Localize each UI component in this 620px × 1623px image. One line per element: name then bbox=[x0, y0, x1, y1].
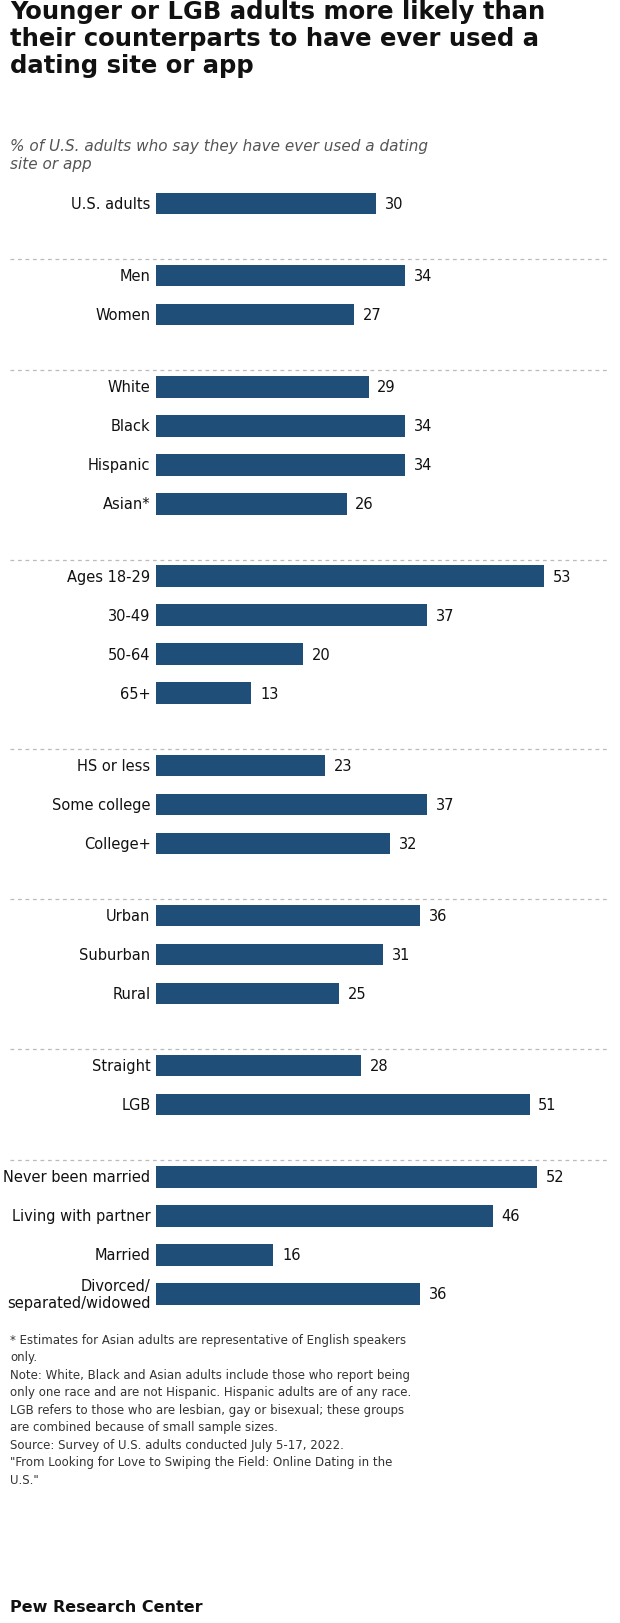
Text: Younger or LGB adults more likely than
their counterparts to have ever used a
da: Younger or LGB adults more likely than t… bbox=[10, 0, 545, 78]
Text: 37: 37 bbox=[436, 797, 454, 813]
Text: Women: Women bbox=[95, 308, 151, 323]
FancyBboxPatch shape bbox=[156, 683, 252, 704]
Text: 50-64: 50-64 bbox=[108, 648, 151, 662]
Text: Black: Black bbox=[111, 419, 151, 433]
FancyBboxPatch shape bbox=[156, 1094, 529, 1115]
Text: 28: 28 bbox=[370, 1058, 389, 1073]
Text: Pew Research Center: Pew Research Center bbox=[10, 1599, 203, 1615]
Text: Asian*: Asian* bbox=[103, 497, 151, 513]
FancyBboxPatch shape bbox=[156, 755, 325, 776]
Text: 36: 36 bbox=[428, 1287, 447, 1302]
FancyBboxPatch shape bbox=[156, 644, 303, 665]
FancyBboxPatch shape bbox=[156, 1245, 273, 1266]
FancyBboxPatch shape bbox=[156, 566, 544, 588]
Text: Divorced/
separated/widowed: Divorced/ separated/widowed bbox=[7, 1279, 151, 1310]
Text: 13: 13 bbox=[260, 687, 278, 701]
Text: Some college: Some college bbox=[52, 797, 151, 813]
Text: 52: 52 bbox=[546, 1170, 564, 1185]
Text: 37: 37 bbox=[436, 609, 454, 623]
Text: Straight: Straight bbox=[92, 1058, 151, 1073]
Text: Rural: Rural bbox=[112, 987, 151, 1001]
FancyBboxPatch shape bbox=[156, 906, 420, 927]
Text: U.S. adults: U.S. adults bbox=[71, 196, 151, 213]
Text: 27: 27 bbox=[363, 308, 381, 323]
Text: White: White bbox=[108, 380, 151, 394]
Text: 16: 16 bbox=[282, 1248, 301, 1263]
Text: Hispanic: Hispanic bbox=[88, 458, 151, 474]
Text: 31: 31 bbox=[392, 948, 410, 962]
Text: LGB: LGB bbox=[122, 1097, 151, 1113]
Text: 32: 32 bbox=[399, 836, 418, 852]
FancyBboxPatch shape bbox=[156, 415, 405, 437]
Text: College+: College+ bbox=[84, 836, 151, 852]
FancyBboxPatch shape bbox=[156, 454, 405, 476]
FancyBboxPatch shape bbox=[156, 1284, 420, 1305]
Text: 51: 51 bbox=[538, 1097, 557, 1113]
Text: 23: 23 bbox=[334, 758, 352, 773]
Text: 20: 20 bbox=[311, 648, 330, 662]
Text: 30-49: 30-49 bbox=[108, 609, 151, 623]
Text: 30: 30 bbox=[384, 196, 403, 213]
Text: * Estimates for Asian adults are representative of English speakers
only.
Note: : * Estimates for Asian adults are represe… bbox=[10, 1332, 411, 1487]
FancyBboxPatch shape bbox=[156, 833, 391, 855]
FancyBboxPatch shape bbox=[156, 984, 339, 1005]
Text: Living with partner: Living with partner bbox=[12, 1209, 151, 1224]
FancyBboxPatch shape bbox=[156, 193, 376, 216]
FancyBboxPatch shape bbox=[156, 605, 427, 626]
Text: 36: 36 bbox=[428, 909, 447, 923]
FancyBboxPatch shape bbox=[156, 1055, 361, 1076]
FancyBboxPatch shape bbox=[156, 493, 347, 516]
FancyBboxPatch shape bbox=[156, 794, 427, 816]
FancyBboxPatch shape bbox=[156, 377, 368, 398]
Text: 53: 53 bbox=[553, 570, 571, 584]
Text: Suburban: Suburban bbox=[79, 948, 151, 962]
Text: Married: Married bbox=[95, 1248, 151, 1263]
Text: 25: 25 bbox=[348, 987, 366, 1001]
Text: 26: 26 bbox=[355, 497, 374, 513]
Text: Never been married: Never been married bbox=[3, 1170, 151, 1185]
Text: HS or less: HS or less bbox=[78, 758, 151, 773]
Text: Men: Men bbox=[120, 269, 151, 284]
Text: 34: 34 bbox=[414, 269, 432, 284]
FancyBboxPatch shape bbox=[156, 266, 405, 287]
Text: 29: 29 bbox=[378, 380, 396, 394]
Text: 46: 46 bbox=[502, 1209, 520, 1224]
FancyBboxPatch shape bbox=[156, 1167, 537, 1188]
Text: Urban: Urban bbox=[106, 909, 151, 923]
Text: % of U.S. adults who say they have ever used a dating
site or app: % of U.S. adults who say they have ever … bbox=[10, 138, 428, 172]
Text: 34: 34 bbox=[414, 419, 432, 433]
FancyBboxPatch shape bbox=[156, 1206, 493, 1227]
Text: Ages 18-29: Ages 18-29 bbox=[68, 570, 151, 584]
FancyBboxPatch shape bbox=[156, 945, 383, 966]
FancyBboxPatch shape bbox=[156, 305, 354, 326]
Text: 65+: 65+ bbox=[120, 687, 151, 701]
Text: 34: 34 bbox=[414, 458, 432, 474]
